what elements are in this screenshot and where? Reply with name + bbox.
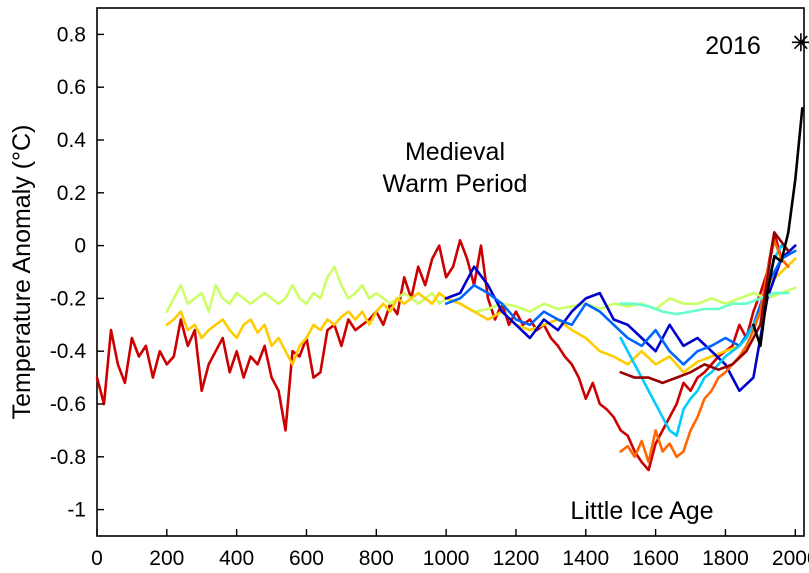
series-line-10 xyxy=(752,107,804,348)
asterisk-stroke xyxy=(793,35,808,50)
x-tick-label: 1400 xyxy=(562,547,609,570)
x-tick-label: 1200 xyxy=(493,547,540,570)
x-tick-label: 0 xyxy=(91,547,103,570)
y-tick-label: 0.4 xyxy=(57,129,87,152)
x-tick-label: 200 xyxy=(149,547,184,570)
series-line-5 xyxy=(444,249,797,366)
series-line-7 xyxy=(619,239,790,464)
y-tick-label: 0.8 xyxy=(57,23,86,46)
y-tick-label: 0.6 xyxy=(57,76,86,99)
x-tick-label: 1000 xyxy=(423,547,470,570)
x-tick-label: 400 xyxy=(219,547,254,570)
series-line-1 xyxy=(95,231,790,472)
y-axis: 0.8 0.6 0.4 0.2 0 -0.2 -0.4 -0.6 -0.8 -1 xyxy=(50,23,104,522)
x-tick-label: 600 xyxy=(289,547,324,570)
series-line-4 xyxy=(444,244,797,393)
x-tick-label: 1800 xyxy=(702,547,749,570)
y-tick-label: 0.2 xyxy=(57,182,86,205)
series-layer xyxy=(95,107,804,472)
y-tick-label: -1 xyxy=(67,499,86,522)
y-axis-title: Temperature Anomaly (°C) xyxy=(8,125,36,420)
asterisk-marker-2016 xyxy=(791,33,809,52)
series-line-8 xyxy=(619,291,790,316)
y-tick-label: -0.6 xyxy=(50,393,86,416)
y-tick-label: -0.2 xyxy=(50,287,86,310)
y-tick-label: -0.8 xyxy=(50,446,86,469)
annotation-warm-period: Warm Period xyxy=(383,170,528,198)
series-line-3 xyxy=(165,257,797,374)
x-tick-label: 800 xyxy=(359,547,394,570)
annotation-little-ice-age: Little Ice Age xyxy=(570,497,713,525)
annotation-medieval: Medieval xyxy=(405,138,505,166)
x-tick-label: 1600 xyxy=(632,547,679,570)
series-line-9 xyxy=(619,231,790,385)
annotation-2016: 2016 xyxy=(705,32,761,60)
y-tick-label: 0 xyxy=(74,235,86,258)
y-tick-label: -0.4 xyxy=(50,340,87,363)
